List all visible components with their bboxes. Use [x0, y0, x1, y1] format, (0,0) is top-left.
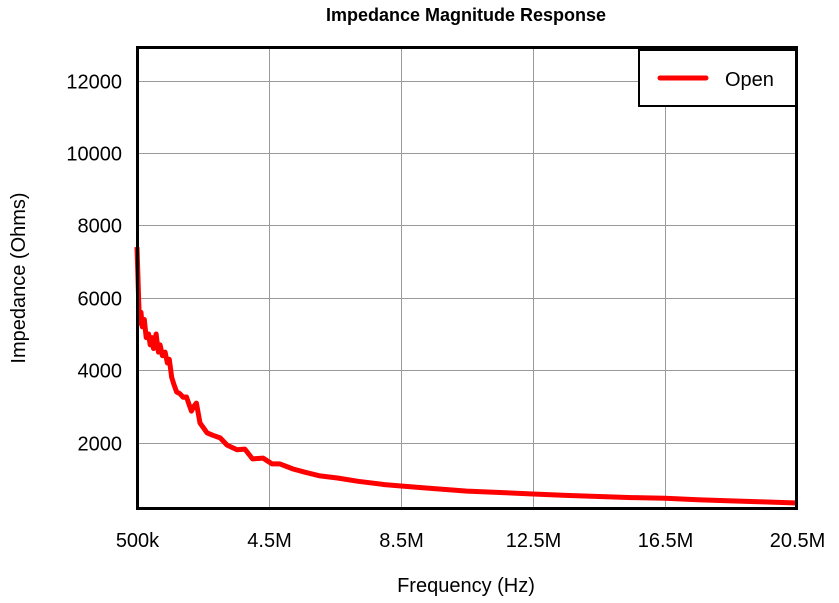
y-tick-label: 8000 — [78, 216, 123, 238]
x-tick-label: 12.5M — [506, 530, 562, 552]
x-tick-label: 16.5M — [638, 530, 694, 552]
series-line-open — [134, 247, 798, 506]
x-tick-labels: 500k 4.5M 8.5M 12.5M 16.5M 20.5M — [116, 530, 825, 552]
legend-label-open: Open — [725, 69, 774, 91]
x-tick-label: 20.5M — [770, 530, 826, 552]
y-tick-label: 4000 — [78, 361, 123, 383]
grid — [137, 47, 798, 509]
series-group — [134, 247, 798, 506]
plot-frame — [136, 46, 798, 510]
legend: Open — [638, 49, 797, 107]
y-tick-label: 10000 — [66, 144, 122, 166]
x-axis-label: Frequency (Hz) — [397, 575, 535, 597]
y-axis-label: Impedance (Ohms) — [8, 192, 30, 363]
y-tick-label: 12000 — [66, 72, 122, 94]
x-tick-label: 500k — [116, 530, 160, 552]
x-tick-label: 4.5M — [247, 530, 291, 552]
x-tick-label: 8.5M — [379, 530, 423, 552]
y-tick-label: 2000 — [78, 434, 123, 456]
y-tick-label: 6000 — [78, 289, 123, 311]
y-tick-labels: 2000 4000 6000 8000 10000 12000 — [66, 72, 122, 456]
chart-title: Impedance Magnitude Response — [326, 5, 606, 25]
